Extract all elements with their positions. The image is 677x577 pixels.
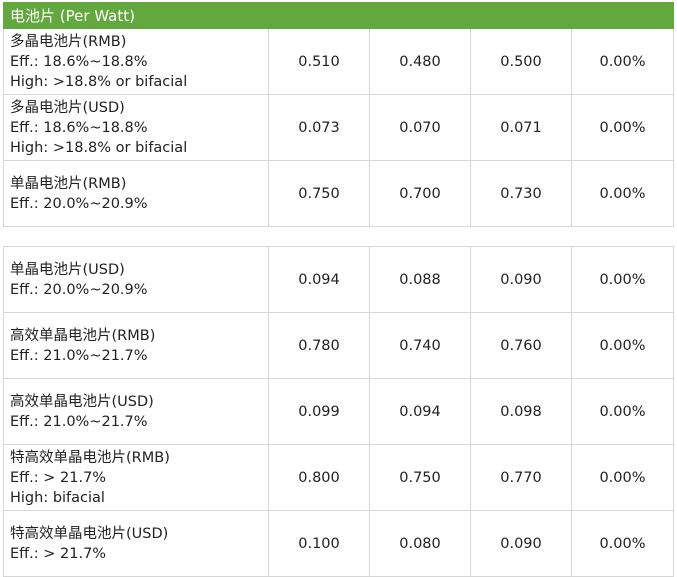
product-name: 特高效单晶电池片(RMB) — [10, 449, 170, 466]
high-price-cell: 0.100 — [268, 510, 370, 577]
change-percent-cell: 0.00% — [570, 28, 675, 95]
low-price-cell: 0.480 — [369, 28, 471, 95]
low-price-cell: 0.700 — [369, 160, 471, 227]
product-spec: High: bifacial — [10, 489, 105, 506]
avg-price-cell: 0.098 — [470, 378, 572, 445]
product-spec: Eff.: > 21.7% — [10, 469, 107, 486]
low-price-cell: 0.070 — [369, 94, 471, 161]
high-price-cell: 0.099 — [268, 378, 370, 445]
change-percent-cell: 0.00% — [571, 444, 674, 511]
product-spec: Eff.: 21.0%~21.7% — [10, 413, 148, 430]
table-row: 特高效单晶电池片(RMB) Eff.: > 21.7% High: bifacial… — [3, 444, 674, 511]
avg-price-cell: 0.730 — [470, 160, 572, 227]
product-name: 单晶电池片(RMB) — [10, 175, 127, 192]
table-row: 单晶电池片(USD) Eff.: 20.0%~20.9% 0.094 0.088 0.0… — [3, 246, 674, 313]
change-percent-cell: 0.00% — [570, 94, 675, 161]
change-percent-cell: 0.00% — [570, 160, 675, 227]
product-name: 多晶电池片(RMB) — [10, 33, 127, 50]
high-price-cell: 0.780 — [268, 312, 370, 379]
low-price-cell: 0.740 — [369, 312, 471, 379]
price-table-1: 电池片 (Per Watt) 多晶电池片(RMB) Eff.: 18.6%~18.… — [2, 2, 675, 227]
product-spec: Eff.: 20.0%~20.9% — [10, 281, 148, 298]
avg-price-cell: 0.500 — [470, 28, 572, 95]
avg-price-cell: 0.760 — [470, 312, 572, 379]
product-spec: High: >18.8% or bifacial — [10, 73, 188, 90]
high-price-cell: 0.094 — [268, 246, 370, 313]
product-cell: 高效单晶电池片(RMB) Eff.: 21.0%~21.7% — [3, 312, 269, 379]
product-cell: 多晶电池片(USD) Eff.: 18.6%~18.8% High: >18.8% … — [3, 94, 269, 161]
avg-price-cell: 0.090 — [470, 246, 572, 313]
low-price-cell: 0.094 — [369, 378, 471, 445]
high-price-cell: 0.750 — [268, 160, 370, 227]
low-price-cell: 0.088 — [369, 246, 471, 313]
product-name: 高效单晶电池片(RMB) — [10, 327, 156, 344]
product-cell: 单晶电池片(RMB) Eff.: 20.0%~20.9% — [3, 160, 269, 227]
product-name: 多晶电池片(USD) — [10, 99, 125, 116]
high-price-cell: 0.073 — [268, 94, 370, 161]
product-spec: Eff.: 18.6%~18.8% — [10, 53, 148, 70]
product-name: 高效单晶电池片(USD) — [10, 393, 154, 410]
change-percent-cell: 0.00% — [571, 510, 674, 577]
product-cell: 高效单晶电池片(USD) Eff.: 21.0%~21.7% — [3, 378, 269, 445]
high-price-cell: 0.800 — [268, 444, 370, 511]
product-spec: Eff.: 18.6%~18.8% — [10, 119, 148, 136]
change-percent-cell: 0.00% — [571, 378, 674, 445]
section-title: 电池片 (Per Watt) — [2, 2, 675, 29]
product-spec: Eff.: > 21.7% — [10, 545, 107, 562]
product-name: 单晶电池片(USD) — [10, 261, 125, 278]
avg-price-cell: 0.090 — [470, 510, 572, 577]
section-header-row: 电池片 (Per Watt) — [2, 2, 675, 29]
product-cell: 特高效单晶电池片(USD) Eff.: > 21.7% — [3, 510, 269, 577]
high-price-cell: 0.510 — [268, 28, 370, 95]
product-spec: High: >18.8% or bifacial — [10, 139, 188, 156]
table-row: 高效单晶电池片(USD) Eff.: 21.0%~21.7% 0.099 0.094 0… — [3, 378, 674, 445]
product-spec: Eff.: 21.0%~21.7% — [10, 347, 148, 364]
product-cell: 特高效单晶电池片(RMB) Eff.: > 21.7% High: bifacial — [3, 444, 269, 511]
low-price-cell: 0.750 — [369, 444, 471, 511]
table-row: 多晶电池片(USD) Eff.: 18.6%~18.8% High: >18.8% … — [3, 94, 675, 161]
change-percent-cell: 0.00% — [571, 246, 674, 313]
price-table-2: 单晶电池片(USD) Eff.: 20.0%~20.9% 0.094 0.088 0.0… — [3, 246, 674, 577]
avg-price-cell: 0.770 — [470, 444, 572, 511]
avg-price-cell: 0.071 — [470, 94, 572, 161]
table-row: 单晶电池片(RMB) Eff.: 20.0%~20.9% 0.750 0.700 0.7… — [3, 160, 675, 227]
product-name: 特高效单晶电池片(USD) — [10, 525, 169, 542]
product-cell: 单晶电池片(USD) Eff.: 20.0%~20.9% — [3, 246, 269, 313]
product-cell: 多晶电池片(RMB) Eff.: 18.6%~18.8% High: >18.8% … — [3, 28, 269, 95]
table-row: 特高效单晶电池片(USD) Eff.: > 21.7% 0.100 0.080 0.09… — [3, 510, 674, 577]
product-spec: Eff.: 20.0%~20.9% — [10, 195, 148, 212]
table-row: 多晶电池片(RMB) Eff.: 18.6%~18.8% High: >18.8% … — [3, 28, 675, 95]
change-percent-cell: 0.00% — [571, 312, 674, 379]
low-price-cell: 0.080 — [369, 510, 471, 577]
table-row: 高效单晶电池片(RMB) Eff.: 21.0%~21.7% 0.780 0.740 0… — [3, 312, 674, 379]
